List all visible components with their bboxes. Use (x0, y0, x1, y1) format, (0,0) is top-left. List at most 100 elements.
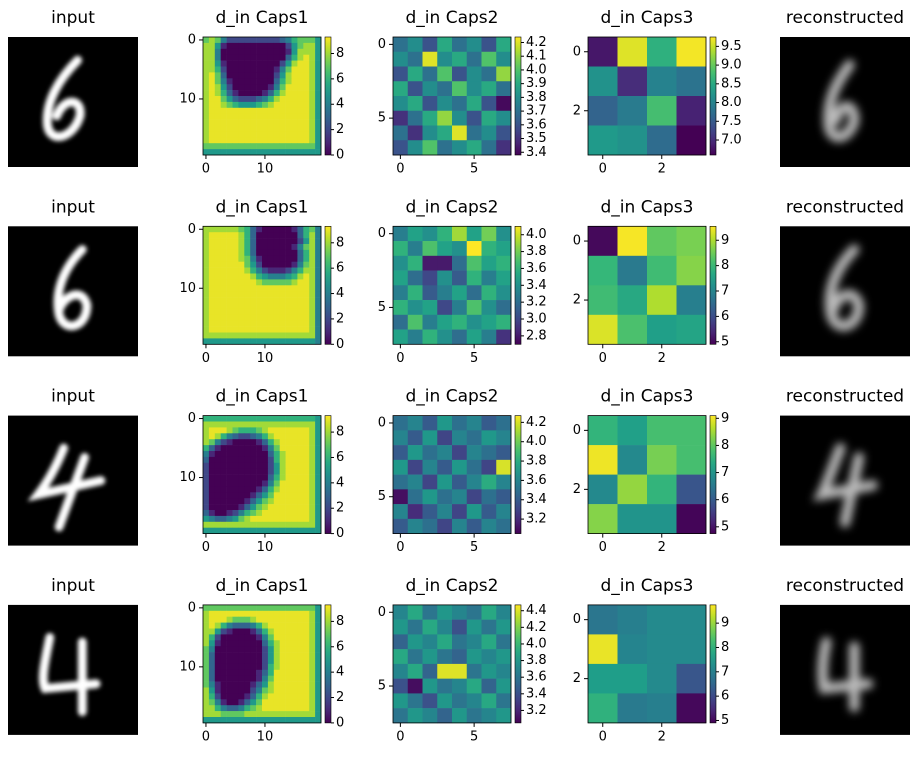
heatmap-cell (226, 119, 233, 126)
heatmap-cell (203, 445, 210, 452)
heatmap-cell (466, 255, 482, 271)
heatmap-cell (285, 711, 292, 718)
heatmap-cell (437, 37, 453, 53)
heatmap-cell (279, 54, 286, 61)
heatmap-cell (279, 125, 286, 132)
heatmap-cell (220, 113, 227, 120)
heatmap-cell (250, 521, 257, 528)
heatmap-cell (238, 42, 245, 50)
heatmap-cell (214, 610, 221, 617)
heatmap-cell (481, 708, 497, 724)
colorbar-tick-label: 3.7 (526, 104, 547, 119)
heatmap-cell (267, 107, 275, 114)
heatmap-cell (273, 658, 280, 665)
heatmap-cell (291, 693, 298, 700)
heatmap-cell (256, 149, 263, 156)
heatmap-cell (226, 90, 233, 97)
heatmap-cell (273, 456, 280, 464)
heatmap-cell (256, 616, 263, 623)
heatmap-cell (285, 456, 292, 464)
heatmap-cell (393, 300, 409, 316)
heatmap-cell (220, 261, 227, 268)
heatmap-cell (291, 515, 298, 523)
heatmap-cell (238, 468, 245, 475)
heatmap-cell (244, 131, 251, 138)
heatmap-cell (238, 332, 245, 339)
heatmap-cell (676, 96, 707, 126)
x-tick-label: 0 (599, 729, 607, 744)
heatmap-cell (256, 137, 263, 144)
heatmap-cell (250, 451, 257, 458)
heatmap-cell (466, 604, 482, 620)
heatmap-cell (303, 131, 310, 138)
digit-stroke (812, 442, 878, 528)
heatmap-cell (214, 131, 221, 138)
heatmap-cell (279, 498, 286, 505)
heatmap-cell (226, 101, 233, 109)
heatmap-cell (315, 48, 322, 55)
heatmap-cell (262, 646, 269, 653)
heatmap-cell (676, 504, 707, 534)
digit-stroke (53, 245, 92, 331)
heatmap-cell (244, 107, 251, 114)
heatmap-cell (315, 474, 322, 481)
heatmap-cell (208, 498, 216, 505)
colorbar-tick-label: 0 (336, 715, 344, 730)
colorbar-tick-label: 4.2 (526, 620, 547, 635)
heatmap-cell (214, 415, 221, 422)
heatmap-cell (279, 78, 286, 85)
heatmap-cell (496, 604, 512, 620)
heatmap-cell (203, 480, 210, 487)
heatmap-cell (297, 504, 304, 511)
heatmap-cell (208, 332, 216, 339)
heatmap-cell (238, 527, 245, 534)
heatmap-cell (309, 451, 316, 458)
heatmap-cell (285, 48, 292, 55)
heatmap-cell (291, 663, 298, 671)
heatmap-cell (214, 78, 221, 85)
heatmap-cell (303, 72, 310, 79)
heatmap-cell (273, 125, 280, 132)
heatmap-cell (315, 646, 322, 653)
heatmap-cell (452, 634, 468, 650)
heatmap-cell (291, 84, 298, 91)
heatmap-cell (481, 81, 497, 97)
heatmap-cell (208, 717, 216, 724)
heatmap-cell (203, 267, 210, 274)
heatmap-cell (256, 72, 263, 79)
heatmap-cell (208, 445, 216, 452)
heatmap-cell (238, 498, 245, 505)
heatmap-cell (256, 125, 263, 132)
heatmap-cell (250, 267, 257, 274)
heatmap-cell (437, 708, 453, 724)
heatmap-cell (203, 492, 210, 499)
colorbar-tick-label: 3.9 (526, 76, 547, 91)
heatmap-cell (647, 415, 677, 446)
heatmap-cell (250, 640, 257, 647)
heatmap-cell (262, 66, 269, 73)
heatmap-cell (279, 72, 286, 79)
heatmap-cell (279, 101, 286, 109)
heatmap-cell (256, 332, 263, 339)
heatmap-cell (466, 663, 482, 679)
heatmap-cell (496, 489, 512, 505)
heatmap-cell (250, 616, 257, 623)
heatmap-cell (279, 226, 286, 233)
heatmap-cell (315, 462, 322, 469)
heatmap-cell (303, 521, 310, 528)
heatmap-cell (262, 54, 269, 61)
heatmap-cell (285, 291, 292, 298)
heatmap-cell (250, 634, 257, 641)
heatmap-cell (466, 140, 482, 156)
heatmap-cell (291, 456, 298, 464)
heatmap-cell (303, 78, 310, 85)
heatmap-cell (393, 314, 409, 330)
heatmap-cell (291, 238, 298, 245)
heatmap-cell (256, 658, 263, 665)
heatmap-cell (267, 646, 275, 653)
heatmap-cell (267, 125, 275, 132)
heatmap-cell (309, 72, 316, 79)
heatmap-cell (291, 113, 298, 120)
heatmap-cell (303, 681, 310, 688)
heatmap-cell (232, 42, 239, 50)
